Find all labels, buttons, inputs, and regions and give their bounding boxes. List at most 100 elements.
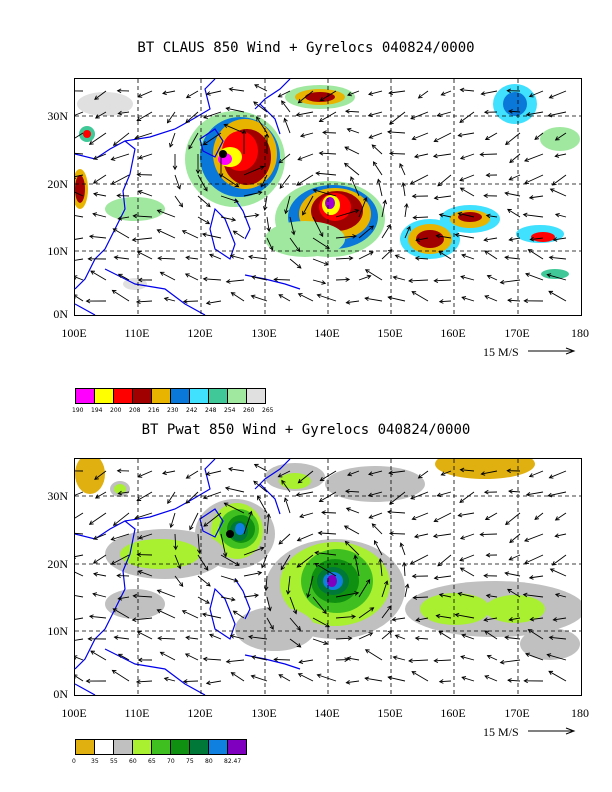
wind-vector <box>319 491 337 502</box>
panel1-colorbar-swatch <box>95 389 114 403</box>
wind-vector-head <box>483 617 489 622</box>
wind-vector-head <box>417 474 423 479</box>
wind-vector-head <box>88 140 94 145</box>
wind-vector-head <box>225 659 231 664</box>
wind-vector-head <box>284 209 289 215</box>
wind-vector <box>75 595 84 598</box>
wind-vector <box>358 251 374 260</box>
wind-vector-head <box>202 140 208 146</box>
wind-vector <box>220 195 239 203</box>
panel2-lon-130e: 130E <box>251 706 277 720</box>
panel2-colorbar-label: 0 <box>72 758 76 765</box>
wind-vector-head <box>499 279 505 285</box>
wind-vector <box>368 470 383 475</box>
wind-vector <box>75 215 84 218</box>
wind-vector <box>243 191 262 197</box>
wind-vector <box>415 637 429 640</box>
wind-vector <box>379 558 383 577</box>
wind-vector-head <box>166 118 172 124</box>
wind-vector <box>278 153 291 164</box>
wind-vector-head <box>233 578 239 583</box>
wind-vector-head <box>201 612 207 617</box>
panel1-lon-150e: 150E <box>377 326 403 340</box>
wind-vector <box>158 637 176 640</box>
wind-vector <box>289 216 295 235</box>
wind-vector <box>409 659 429 662</box>
wind-vector <box>550 188 567 197</box>
wind-vector-head <box>459 535 465 540</box>
wind-vector-head <box>408 278 413 284</box>
wind-vector <box>243 547 264 556</box>
wind-vector <box>534 132 544 140</box>
panel1-colorbar-labels: 190 194 200 208 216 230 242 248 254 260 265 <box>72 407 273 417</box>
wind-vector <box>416 237 429 241</box>
panel1-colorbar-label: 260 <box>243 407 255 414</box>
wind-vector <box>229 88 245 92</box>
wind-vector <box>371 144 383 155</box>
wind-vector-head <box>278 540 284 545</box>
wind-vector <box>75 174 84 178</box>
wind-vector <box>220 174 239 188</box>
wind-vector <box>75 656 84 661</box>
wind-vector-head <box>546 653 552 658</box>
wind-vector <box>409 279 429 282</box>
wind-vector <box>90 270 107 281</box>
panel1-lon-180: 180 <box>571 326 589 340</box>
wind-vector-head <box>365 578 371 584</box>
wind-vector <box>550 568 567 577</box>
panel2-lat-10n: 10N <box>47 624 68 638</box>
wind-vector-head <box>435 233 441 239</box>
wind-vector-head <box>205 300 211 306</box>
wind-vector-head <box>132 213 138 219</box>
wind-vector <box>525 653 544 661</box>
wind-vector <box>203 658 222 661</box>
wind-vector-head <box>525 112 531 117</box>
wind-vector-head <box>131 237 137 243</box>
wind-vector-head <box>351 614 357 620</box>
wind-vector <box>344 525 360 535</box>
wind-vector <box>526 491 544 496</box>
wind-vector-head <box>343 162 349 168</box>
wind-vector-head <box>184 273 190 278</box>
wind-vector-head <box>372 161 378 166</box>
wind-vector <box>369 512 383 519</box>
wind-vector <box>203 512 222 527</box>
wind-vector-head <box>75 294 78 299</box>
wind-vector <box>335 637 352 640</box>
wind-vector-head <box>387 509 392 515</box>
wind-vector-head <box>250 674 256 679</box>
wind-vector <box>220 533 227 557</box>
panel2-lon-120e: 120E <box>187 706 213 720</box>
panel2-lon-180: 180 <box>571 706 589 720</box>
wind-vector <box>481 90 498 95</box>
wind-vector-head <box>94 475 99 480</box>
wind-vector-head <box>552 237 558 242</box>
wind-vector <box>548 290 567 302</box>
wind-vector <box>226 279 245 283</box>
wind-vector-head <box>110 156 116 161</box>
wind-vector-head <box>508 176 514 181</box>
wind-vector <box>164 297 176 302</box>
wind-vector <box>75 617 84 620</box>
wind-vector <box>387 511 406 514</box>
wind-vector-head <box>296 643 302 648</box>
wind-vector <box>138 90 153 98</box>
wind-vector <box>224 124 245 134</box>
wind-vector <box>323 132 337 134</box>
wind-vector <box>256 116 268 134</box>
wind-vector-head <box>409 180 415 185</box>
wind-vector-head <box>162 470 167 476</box>
wind-vector-head <box>253 101 258 106</box>
wind-vector <box>167 111 176 124</box>
wind-vector-head <box>548 635 554 640</box>
wind-vector-head <box>549 188 555 193</box>
wind-vector <box>297 533 314 542</box>
claus-shading <box>75 84 580 290</box>
panel1-lon-100e: 100E <box>61 326 87 340</box>
wind-vector <box>455 234 475 239</box>
wind-vector-head <box>461 633 467 639</box>
wind-vector <box>93 533 107 540</box>
wind-vectors <box>75 463 567 686</box>
wind-vector <box>94 470 107 480</box>
wind-vector-head <box>483 109 489 115</box>
